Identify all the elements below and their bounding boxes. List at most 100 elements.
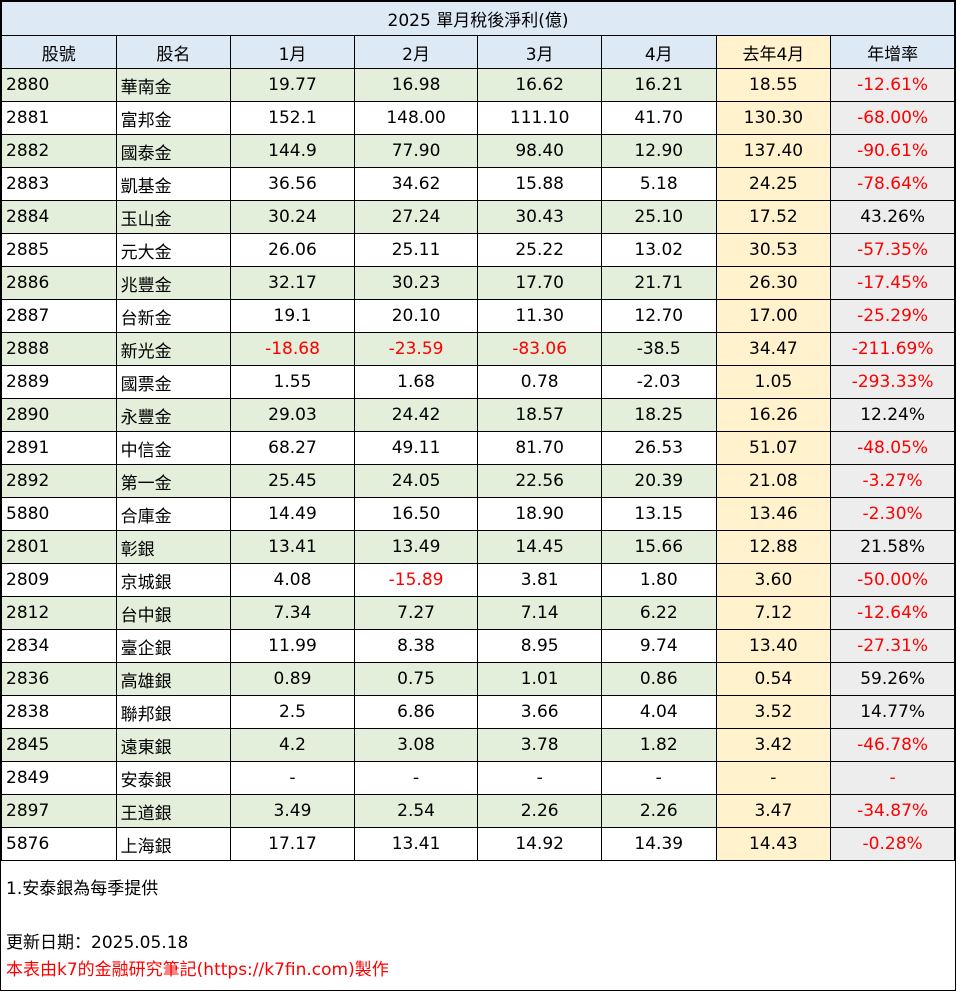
cell-jan: 4.08	[230, 563, 355, 597]
cell-prev-apr: 34.47	[715, 332, 832, 366]
cell-code: 2812	[1, 596, 117, 630]
cell-name: 國票金	[115, 365, 232, 399]
cell-jan: -18.68	[230, 332, 355, 366]
cell-feb: -15.89	[353, 563, 479, 597]
cell-apr: 41.70	[600, 101, 717, 135]
cell-apr: 0.86	[600, 662, 717, 696]
cell-name: 王道銀	[115, 794, 232, 828]
cell-apr: 13.15	[600, 497, 717, 531]
cell-yoy: -12.61%	[830, 68, 955, 102]
cell-prev-apr: 3.52	[715, 695, 832, 729]
header-jan: 1月	[230, 35, 355, 69]
cell-apr: 6.22	[600, 596, 717, 630]
cell-name: 永豐金	[115, 398, 232, 432]
cell-prev-apr: 18.55	[715, 68, 832, 102]
cell-jan: 25.45	[230, 464, 355, 498]
cell-jan: 4.2	[230, 728, 355, 762]
cell-code: 2890	[1, 398, 117, 432]
cell-feb: 148.00	[353, 101, 479, 135]
cell-apr: 25.10	[600, 200, 717, 234]
cell-apr: 14.39	[600, 827, 717, 861]
cell-yoy: -25.29%	[830, 299, 955, 333]
cell-apr: 12.90	[600, 134, 717, 168]
cell-apr: 12.70	[600, 299, 717, 333]
cell-feb: 25.11	[353, 233, 479, 267]
cell-prev-apr: -	[715, 761, 832, 795]
cell-name: 遠東銀	[115, 728, 232, 762]
cell-feb: 24.42	[353, 398, 479, 432]
cell-code: 2801	[1, 530, 117, 564]
table-row: 2845 遠東銀 4.2 3.08 3.78 1.82 3.42 -46.78%	[1, 728, 955, 762]
cell-yoy: 21.58%	[830, 530, 955, 564]
cell-yoy: -46.78%	[830, 728, 955, 762]
cell-mar: 14.45	[477, 530, 602, 564]
cell-mar: 18.57	[477, 398, 602, 432]
cell-apr: 26.53	[600, 431, 717, 465]
cell-name: 兆豐金	[115, 266, 232, 300]
cell-name: 臺企銀	[115, 629, 232, 663]
cell-feb: 77.90	[353, 134, 479, 168]
cell-feb: 49.11	[353, 431, 479, 465]
cell-mar: 11.30	[477, 299, 602, 333]
cell-apr: 15.66	[600, 530, 717, 564]
cell-prev-apr: 13.40	[715, 629, 832, 663]
cell-prev-apr: 130.30	[715, 101, 832, 135]
cell-code: 2882	[1, 134, 117, 168]
cell-code: 5876	[1, 827, 117, 861]
cell-code: 2889	[1, 365, 117, 399]
table-row: 2882 國泰金 144.9 77.90 98.40 12.90 137.40 -90.61%	[1, 134, 955, 168]
cell-jan: 1.55	[230, 365, 355, 399]
cell-name: 聯邦銀	[115, 695, 232, 729]
cell-apr: 21.71	[600, 266, 717, 300]
cell-jan: 2.5	[230, 695, 355, 729]
cell-prev-apr: 3.42	[715, 728, 832, 762]
cell-feb: 24.05	[353, 464, 479, 498]
cell-mar: 14.92	[477, 827, 602, 861]
cell-prev-apr: 12.88	[715, 530, 832, 564]
cell-jan: -	[230, 761, 355, 795]
cell-name: 元大金	[115, 233, 232, 267]
cell-yoy: -78.64%	[830, 167, 955, 201]
cell-feb: 16.98	[353, 68, 479, 102]
cell-jan: 13.41	[230, 530, 355, 564]
table-row: 5880 合庫金 14.49 16.50 18.90 13.15 13.46 -2.30%	[1, 497, 955, 531]
cell-mar: 1.01	[477, 662, 602, 696]
cell-prev-apr: 30.53	[715, 233, 832, 267]
cell-mar: 3.78	[477, 728, 602, 762]
cell-feb: 34.62	[353, 167, 479, 201]
cell-yoy: -0.28%	[830, 827, 955, 861]
cell-yoy: 12.24%	[830, 398, 955, 432]
cell-prev-apr: 14.43	[715, 827, 832, 861]
cell-apr: 1.82	[600, 728, 717, 762]
cell-mar: 18.90	[477, 497, 602, 531]
credit-line: 本表由k7的金融研究筆記(https://k7fin.com)製作	[6, 960, 389, 980]
cell-yoy: -12.64%	[830, 596, 955, 630]
table-row: 2849 安泰銀 - - - - - -	[1, 761, 955, 795]
cell-name: 第一金	[115, 464, 232, 498]
cell-mar: 2.26	[477, 794, 602, 828]
cell-yoy: 14.77%	[830, 695, 955, 729]
cell-feb: 3.08	[353, 728, 479, 762]
cell-feb: -23.59	[353, 332, 479, 366]
table-row: 2892 第一金 25.45 24.05 22.56 20.39 21.08 -3.27%	[1, 464, 955, 498]
cell-prev-apr: 17.52	[715, 200, 832, 234]
cell-code: 5880	[1, 497, 117, 531]
table-row: 2890 永豐金 29.03 24.42 18.57 18.25 16.26 12.24%	[1, 398, 955, 432]
cell-jan: 32.17	[230, 266, 355, 300]
cell-code: 2885	[1, 233, 117, 267]
cell-mar: 22.56	[477, 464, 602, 498]
table-title: 2025 單月稅後淨利(億)	[1, 1, 955, 36]
cell-apr: -	[600, 761, 717, 795]
table-row: 2812 台中銀 7.34 7.27 7.14 6.22 7.12 -12.64%	[1, 596, 955, 630]
cell-feb: 13.41	[353, 827, 479, 861]
cell-mar: 30.43	[477, 200, 602, 234]
header-name: 股名	[115, 35, 232, 69]
cell-name: 彰銀	[115, 530, 232, 564]
cell-mar: 7.14	[477, 596, 602, 630]
cell-feb: 6.86	[353, 695, 479, 729]
table-row: 2838 聯邦銀 2.5 6.86 3.66 4.04 3.52 14.77%	[1, 695, 955, 729]
cell-jan: 7.34	[230, 596, 355, 630]
cell-code: 2834	[1, 629, 117, 663]
table-row: 2836 高雄銀 0.89 0.75 1.01 0.86 0.54 59.26%	[1, 662, 955, 696]
